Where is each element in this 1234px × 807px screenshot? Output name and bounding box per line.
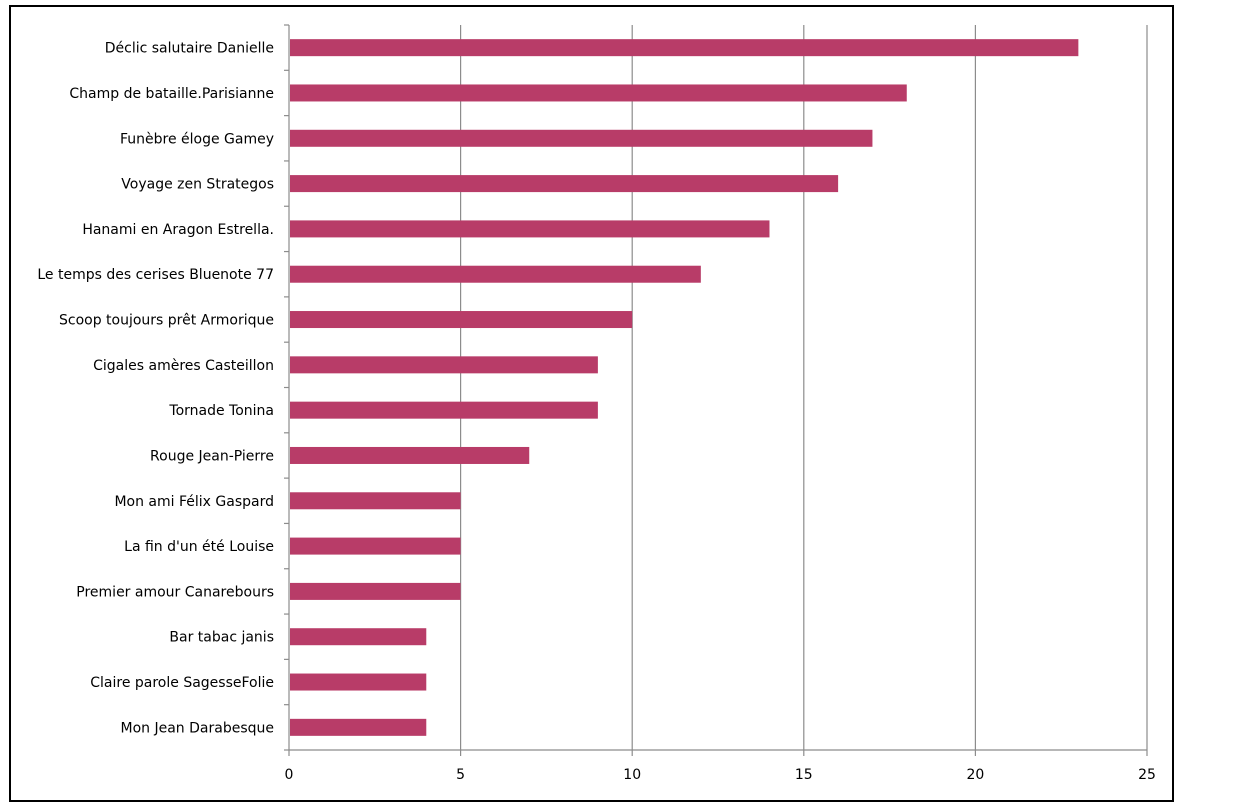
x-tick-label: 0 xyxy=(285,767,294,783)
bars xyxy=(290,39,1079,736)
bar xyxy=(290,673,427,691)
category-label: Funèbre éloge Gamey xyxy=(120,131,274,147)
category-label: Hanami en Aragon Estrella. xyxy=(82,222,274,238)
category-label: Voyage zen Strategos xyxy=(121,177,274,193)
x-tick-label: 15 xyxy=(795,767,813,783)
bar xyxy=(290,265,701,283)
bar xyxy=(290,39,1079,57)
bar xyxy=(290,311,633,329)
bar xyxy=(290,129,873,147)
category-label: La fin d'un été Louise xyxy=(124,539,274,555)
bar xyxy=(290,718,427,736)
bar xyxy=(290,175,839,193)
category-label: Le temps des cerises Bluenote 77 xyxy=(37,267,274,283)
x-tick-label: 5 xyxy=(456,767,465,783)
category-labels: Déclic salutaire Danielle Champ de batail… xyxy=(37,41,274,737)
tick-labels: 0 5 10 15 20 25 xyxy=(285,767,1156,783)
bar xyxy=(290,628,427,646)
bar xyxy=(290,356,598,374)
category-label: Rouge Jean-Pierre xyxy=(150,448,274,464)
bar xyxy=(290,84,907,102)
bar xyxy=(290,492,461,510)
category-label: Champ de bataille.Parisianne xyxy=(69,86,274,102)
bar xyxy=(290,582,461,600)
x-tick-label: 25 xyxy=(1138,767,1156,783)
bar xyxy=(290,446,530,464)
category-label: Scoop toujours prêt Armorique xyxy=(59,313,274,329)
category-label: Cigales amères Casteillon xyxy=(93,358,274,374)
category-label: Mon Jean Darabesque xyxy=(121,720,274,736)
category-label: Claire parole SagesseFolie xyxy=(90,675,274,691)
category-label: Bar tabac janis xyxy=(169,630,274,646)
bar xyxy=(290,537,461,555)
x-tick-label: 20 xyxy=(966,767,984,783)
bar xyxy=(290,401,598,419)
category-label: Déclic salutaire Danielle xyxy=(105,41,274,57)
x-tick-label: 10 xyxy=(623,767,641,783)
category-label: Premier amour Canarebours xyxy=(76,584,274,600)
axes xyxy=(284,24,1148,756)
category-label: Mon ami Félix Gaspard xyxy=(114,494,274,510)
bar xyxy=(290,220,770,238)
category-label: Tornade Tonina xyxy=(168,403,274,419)
